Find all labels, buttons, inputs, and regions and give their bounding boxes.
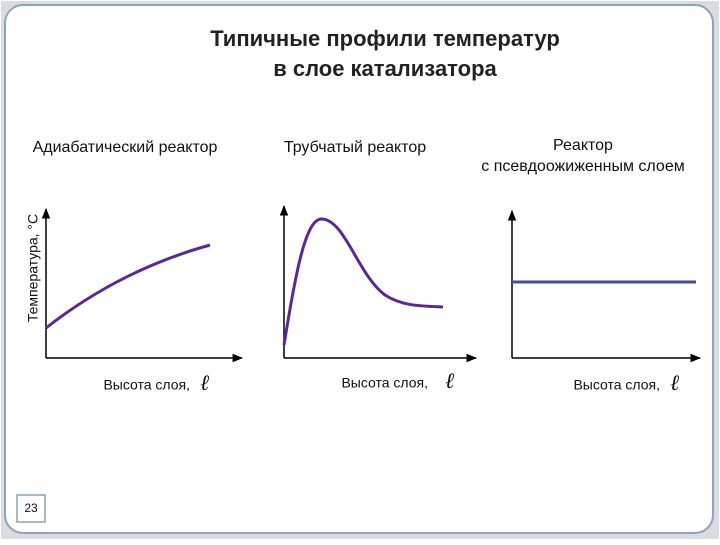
x-axis-label: Высота слоя,	[341, 375, 428, 391]
temperature-curve	[282, 217, 444, 346]
panel-title: с псевдоожиженным слоем	[481, 158, 684, 175]
panel-title: Трубчатый реактор	[284, 139, 426, 156]
x-axis-label: Высота слоя,	[103, 377, 190, 393]
panel-title: Адиабатический реактор	[33, 139, 218, 156]
x-axis-symbol: ℓ	[200, 371, 210, 396]
panel-title: Реактор	[553, 137, 613, 154]
x-axis-label: Высота слоя,	[573, 377, 660, 393]
title-line: Типичные профили температур	[210, 26, 560, 51]
y-axis-label: Температура, °C	[25, 214, 41, 322]
title-line: в слое катализатора	[273, 56, 497, 81]
x-axis-symbol: ℓ	[670, 371, 680, 396]
page-number-box	[16, 494, 46, 523]
page-number: 23	[24, 501, 38, 515]
temperature-curve	[45, 243, 211, 330]
slide-body	[4, 4, 714, 534]
x-axis-symbol: ℓ	[445, 369, 455, 394]
